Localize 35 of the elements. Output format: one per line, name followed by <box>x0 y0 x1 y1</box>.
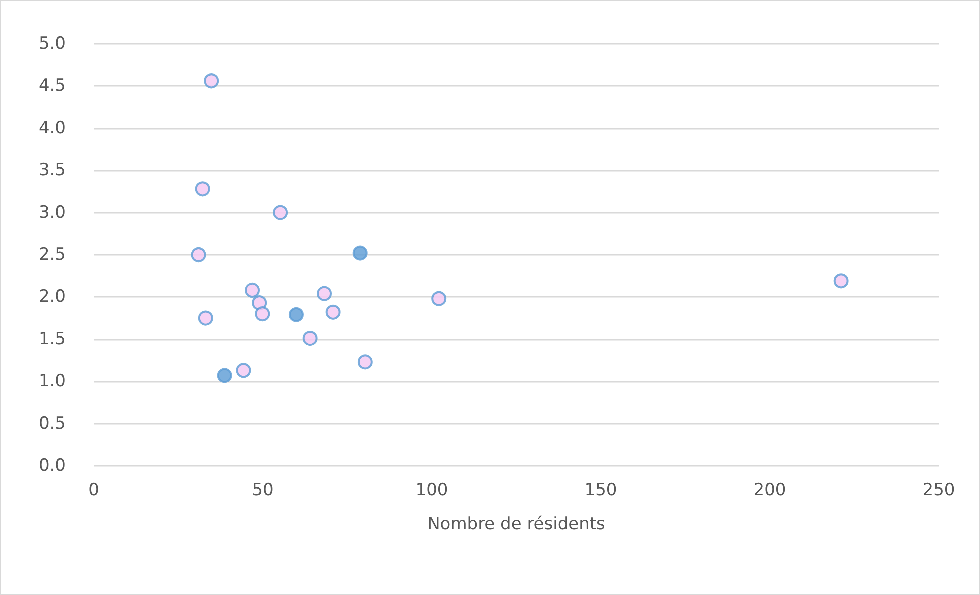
x-tick-label: 50 <box>252 480 274 500</box>
y-tick-label: 2.5 <box>38 245 66 265</box>
y-tick-label: 4.0 <box>38 118 66 138</box>
point <box>317 286 332 302</box>
x-tick-label: 200 <box>754 480 786 500</box>
x-tick-label: 250 <box>922 480 956 500</box>
y-tick-label: 1.5 <box>38 329 66 350</box>
x-tick-label: 100 <box>416 480 448 500</box>
y-tick-label: 5.0 <box>38 34 66 54</box>
y-tick-label: 1.0 <box>38 372 66 392</box>
x-tick-label: 0 <box>88 480 100 500</box>
y-tick-label: 3.0 <box>38 202 66 223</box>
x-axis-title: Nombre de résidents <box>428 514 606 534</box>
y-tick-label: 3.5 <box>38 160 66 181</box>
point <box>273 205 288 220</box>
point <box>834 274 849 289</box>
point <box>198 310 214 326</box>
point <box>236 363 252 378</box>
point <box>352 246 368 261</box>
point <box>217 368 232 384</box>
point <box>358 354 373 370</box>
point <box>245 282 260 298</box>
point <box>432 291 447 306</box>
y-tick-label: 4.5 <box>38 76 66 96</box>
y-tick-label: 0.5 <box>38 414 66 434</box>
point <box>191 248 206 262</box>
point <box>255 306 270 322</box>
x-tick-label: 150 <box>584 480 618 500</box>
point <box>302 331 318 346</box>
point <box>288 307 304 322</box>
point <box>204 74 220 89</box>
point <box>326 304 341 320</box>
y-tick-label: 0.0 <box>38 456 66 476</box>
y-tick-label: 2.0 <box>38 287 66 308</box>
point <box>195 182 210 197</box>
